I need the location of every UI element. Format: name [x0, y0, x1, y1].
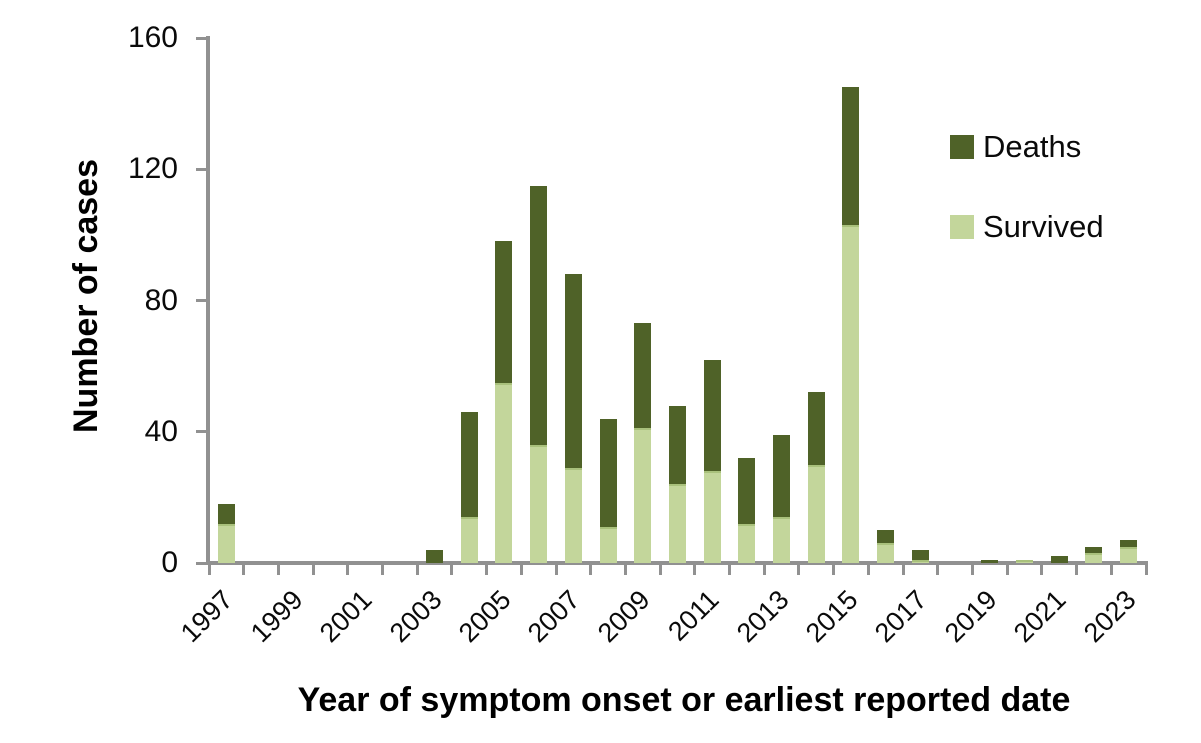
- bar-2008-survived: [599, 526, 617, 563]
- bar-2017-deaths: [911, 549, 929, 560]
- x-tick-11: [589, 561, 593, 575]
- bar-2020-survived: [1015, 559, 1033, 563]
- bar-2005-survived: [495, 382, 513, 563]
- bar-2022-survived: [1085, 553, 1103, 563]
- y-axis-line: [206, 36, 210, 565]
- bar-2009-survived: [634, 428, 652, 563]
- bar-2013-deaths: [773, 435, 791, 518]
- x-tick-3: [311, 561, 315, 575]
- bar-2021-deaths: [1050, 556, 1068, 563]
- bar-2016-survived: [877, 543, 895, 563]
- bar-2005-deaths: [495, 241, 513, 383]
- bar-2019-deaths: [981, 559, 999, 563]
- legend-item-deaths: Deaths: [950, 130, 1081, 164]
- x-tick-16: [762, 561, 766, 575]
- legend-swatch-deaths: [950, 135, 974, 159]
- x-tick-14: [693, 561, 697, 575]
- bar-2015-survived: [842, 225, 860, 563]
- x-tick-22: [970, 561, 974, 575]
- x-tick-18: [832, 561, 836, 575]
- bar-2015-deaths: [842, 87, 860, 226]
- x-tick-25: [1075, 561, 1079, 575]
- bar-2017-survived: [911, 559, 929, 563]
- y-tick-label-40: 40: [144, 414, 178, 448]
- x-tick-12: [623, 561, 627, 575]
- x-tick-8: [485, 561, 489, 575]
- bar-2004-survived: [460, 517, 478, 563]
- bar-2004-deaths: [460, 412, 478, 518]
- bar-2008-deaths: [599, 418, 617, 527]
- bar-2006-deaths: [530, 185, 548, 445]
- x-tick-10: [554, 561, 558, 575]
- x-tick-27: [1144, 561, 1148, 575]
- y-tick-120: [196, 167, 208, 171]
- x-tick-13: [658, 561, 662, 575]
- x-tick-6: [415, 561, 419, 575]
- x-tick-5: [381, 561, 385, 575]
- x-tick-17: [797, 561, 801, 575]
- y-tick-label-120: 120: [127, 152, 178, 186]
- bar-1997-survived: [217, 523, 235, 563]
- x-tick-23: [1005, 561, 1009, 575]
- y-tick-40: [196, 430, 208, 434]
- bar-2003-deaths: [426, 549, 444, 563]
- bar-2007-survived: [564, 467, 582, 563]
- legend-label-deaths: Deaths: [983, 129, 1082, 164]
- bar-2022-deaths: [1085, 546, 1103, 554]
- y-tick-80: [196, 299, 208, 302]
- legend-label-survived: Survived: [983, 209, 1104, 244]
- bar-2007-deaths: [564, 274, 582, 468]
- x-tick-7: [450, 561, 454, 575]
- bar-2010-deaths: [668, 405, 686, 485]
- bar-1997-deaths: [217, 503, 235, 524]
- bar-2006-survived: [530, 444, 548, 563]
- x-tick-4: [346, 561, 350, 575]
- x-axis-line: [206, 561, 1148, 565]
- x-tick-26: [1109, 561, 1113, 575]
- x-tick-1: [242, 561, 246, 575]
- y-tick-label-0: 0: [161, 546, 178, 579]
- x-axis-title: Year of symptom onset or earliest report…: [297, 681, 1071, 719]
- bar-2014-deaths: [807, 392, 825, 465]
- bar-2011-survived: [703, 471, 721, 563]
- bar-2023-deaths: [1120, 540, 1138, 547]
- bar-2012-deaths: [738, 458, 756, 524]
- x-tick-24: [1040, 561, 1044, 575]
- y-tick-label-80: 80: [144, 283, 178, 317]
- x-tick-15: [728, 561, 732, 575]
- y-tick-160: [196, 36, 208, 40]
- bar-2011-deaths: [703, 359, 721, 472]
- x-tick-19: [866, 561, 870, 575]
- x-tick-9: [519, 561, 523, 575]
- bar-2009-deaths: [634, 323, 652, 429]
- y-tick-0: [196, 561, 208, 565]
- bar-2016-deaths: [877, 530, 895, 544]
- bar-2014-survived: [807, 464, 825, 563]
- x-tick-0: [207, 561, 211, 575]
- bar-2023-survived: [1120, 546, 1138, 563]
- x-tick-20: [901, 561, 905, 575]
- legend-item-survived: Survived: [950, 210, 1104, 244]
- x-tick-21: [936, 561, 940, 575]
- bar-2010-survived: [668, 484, 686, 563]
- x-tick-2: [276, 561, 280, 575]
- legend-swatch-survived: [950, 215, 974, 239]
- y-tick-label-160: 160: [127, 21, 178, 54]
- bar-2013-survived: [773, 517, 791, 563]
- bar-2012-survived: [738, 523, 756, 563]
